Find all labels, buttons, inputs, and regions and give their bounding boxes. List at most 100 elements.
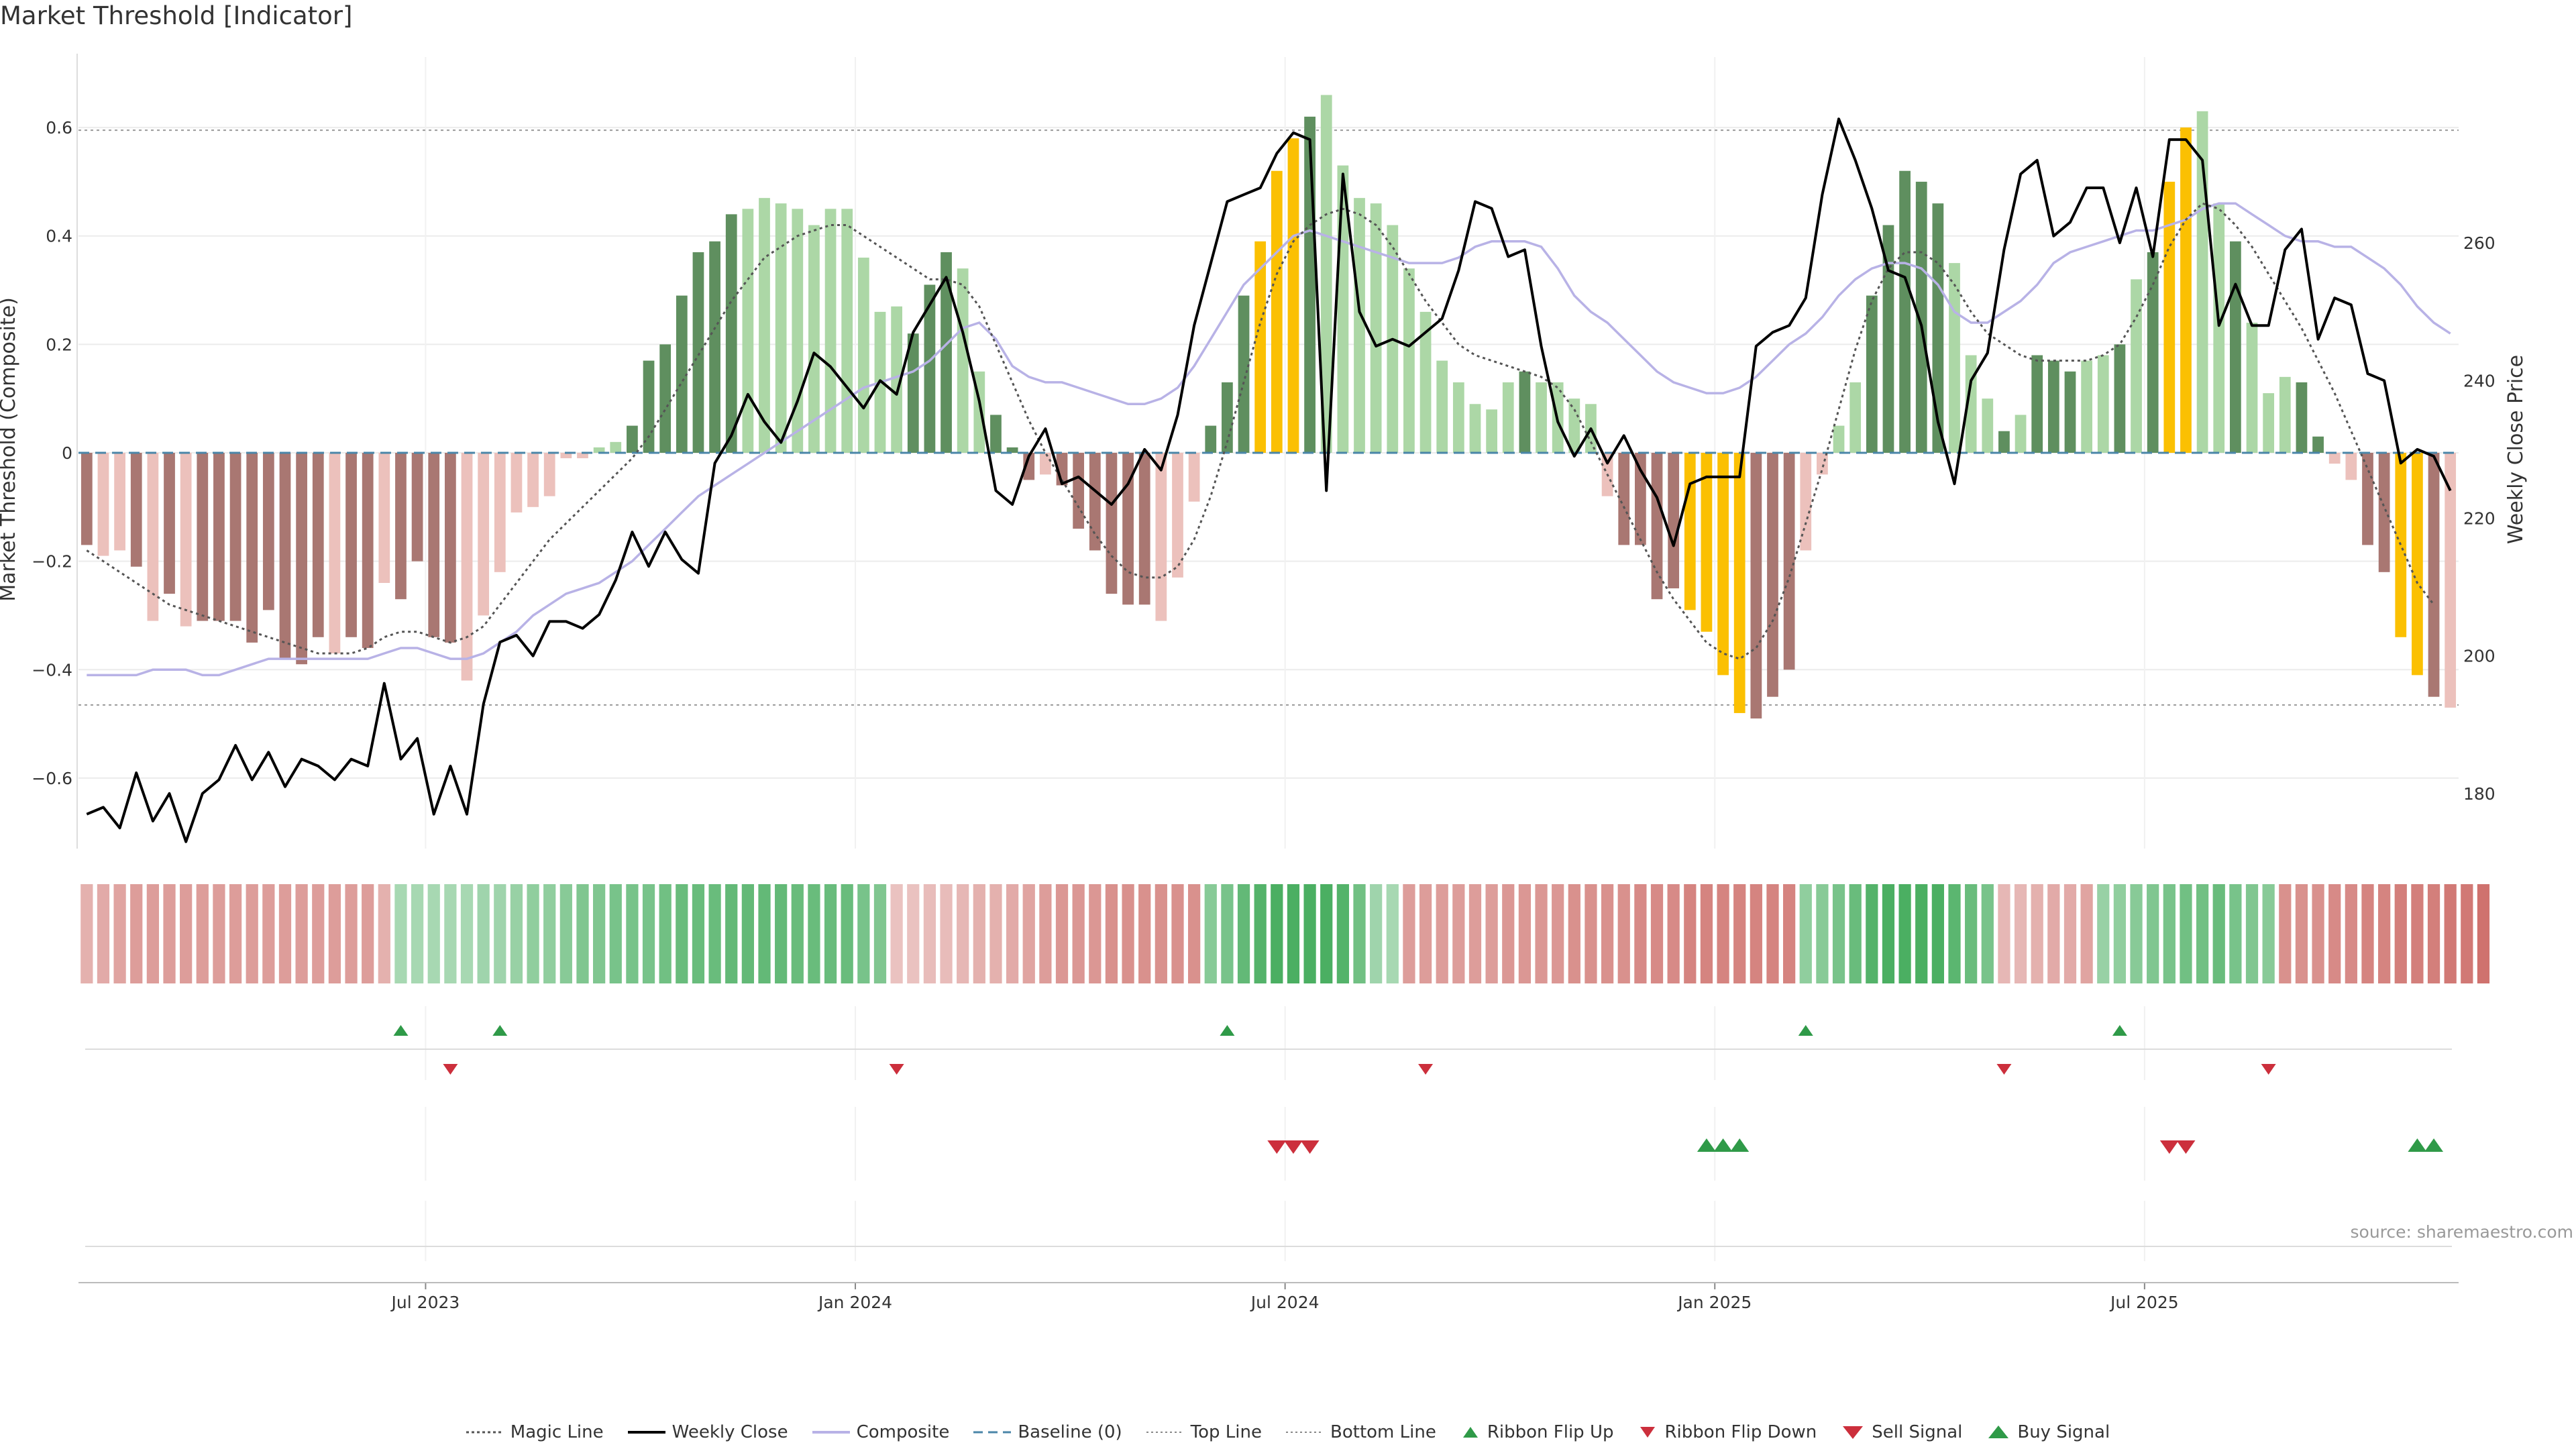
composite-bar <box>1750 453 1762 719</box>
ribbon-cell <box>2147 884 2159 983</box>
composite-bar <box>692 252 704 453</box>
composite-bar <box>2246 323 2258 453</box>
legend: Magic Line Weekly Close Composite Baseli… <box>0 1422 2576 1442</box>
legend-item-top-line[interactable]: Top Line <box>1146 1422 1262 1442</box>
ribbon-cell <box>2180 884 2192 983</box>
ribbon-cell <box>593 884 606 983</box>
ribbon-cell <box>444 884 457 983</box>
y2-tick-label: 200 <box>2463 647 2496 666</box>
ribbon-cell <box>1155 884 1167 983</box>
composite-bar <box>1998 431 2010 453</box>
ribbon-cell <box>80 884 93 983</box>
ribbon-cell <box>2461 884 2473 983</box>
ribbon-cell <box>857 884 870 983</box>
legend-item-magic-line[interactable]: Magic Line <box>466 1422 604 1442</box>
ribbon-cell <box>1055 884 1069 983</box>
ribbon-cell <box>1271 884 1283 983</box>
ribbon-cell <box>775 884 788 983</box>
dashed-line-icon <box>973 1431 1012 1434</box>
ribbon-cell <box>824 884 837 983</box>
composite-bar <box>742 209 754 453</box>
legend-item-weekly-close[interactable]: Weekly Close <box>627 1422 788 1442</box>
composite-bar <box>2345 453 2357 480</box>
ribbon-cell <box>1022 884 1035 983</box>
composite-bar <box>2428 453 2440 697</box>
composite-bar <box>824 209 837 453</box>
ribbon-flip-down-marker <box>889 1064 904 1075</box>
composite-bar <box>957 268 969 453</box>
composite-bar <box>593 447 605 453</box>
composite-bar <box>2015 415 2027 453</box>
y2-tick-label: 220 <box>2463 508 2496 528</box>
composite-bar <box>1205 425 1217 453</box>
composite-bar <box>1651 453 1663 600</box>
composite-bar <box>792 209 804 453</box>
ribbon-cell <box>1998 884 2010 983</box>
ribbon-flip-down-marker <box>1418 1064 1434 1075</box>
composite-bar <box>1899 170 1911 453</box>
composite-bar <box>725 214 737 453</box>
ribbon-cell <box>2212 884 2225 983</box>
ribbon-cell <box>692 884 705 983</box>
composite-bar <box>775 203 787 453</box>
legend-item-bottom-line[interactable]: Bottom Line <box>1286 1422 1436 1442</box>
buy-signal-marker <box>2424 1138 2444 1152</box>
ribbon-cell <box>1320 884 1333 983</box>
composite-bar <box>1536 382 1547 453</box>
ribbon-cell <box>1733 884 1746 983</box>
ribbon-cell <box>460 884 474 983</box>
legend-item-composite[interactable]: Composite <box>812 1422 949 1442</box>
composite-bar <box>2279 376 2291 453</box>
sell-signal-marker <box>1267 1140 1287 1154</box>
ribbon-cell <box>113 884 126 983</box>
legend-item-baseline[interactable]: Baseline (0) <box>973 1422 1122 1442</box>
ribbon-flip-down-marker <box>443 1064 458 1075</box>
ribbon-cell <box>1799 884 1812 983</box>
composite-bar <box>2328 453 2341 464</box>
ribbon-cell <box>2295 884 2308 983</box>
sell-signal-marker <box>1300 1140 1320 1154</box>
ribbon-cell <box>411 884 424 983</box>
legend-item-sell-signal[interactable]: Sell Signal <box>1841 1422 1962 1442</box>
composite-bar <box>1915 181 1927 453</box>
ribbon-cell <box>2361 884 2374 983</box>
buy-signal-marker <box>1713 1138 1733 1152</box>
composite-bar <box>1800 453 1812 551</box>
ribbon-cell <box>1700 884 1713 983</box>
ribbon-flip-up-marker <box>492 1025 508 1036</box>
composite-bar <box>478 453 490 616</box>
y2-axis-label: Weekly Close Price <box>2504 355 2528 544</box>
ribbon-cell <box>2312 884 2324 983</box>
ribbon-cell <box>1717 884 1729 983</box>
ribbon-cell <box>328 884 341 983</box>
composite-bar <box>659 344 672 453</box>
ribbon-cell <box>2130 884 2143 983</box>
solid-line-icon <box>627 1431 665 1434</box>
ribbon-cell <box>196 884 209 983</box>
ribbon-cell <box>1436 884 1448 983</box>
legend-item-ribbon-flip-down[interactable]: Ribbon Flip Down <box>1638 1422 1817 1442</box>
dotted-line-icon <box>466 1431 504 1434</box>
legend-label: Baseline (0) <box>1018 1422 1122 1442</box>
legend-item-buy-signal[interactable]: Buy Signal <box>1986 1422 2110 1442</box>
composite-bar <box>1849 382 1862 453</box>
ribbon-cell <box>2378 884 2391 983</box>
composite-bar <box>1949 263 1960 453</box>
composite-bar <box>2081 360 2093 453</box>
composite-bar <box>1122 453 1134 605</box>
composite-bar <box>1767 453 1778 697</box>
composite-bar <box>2097 355 2109 453</box>
ribbon-cell <box>2394 884 2407 983</box>
composite-bar <box>676 295 688 453</box>
composite-bar <box>1419 311 1432 453</box>
ribbon-cell <box>559 884 572 983</box>
ribbon-cell <box>659 884 672 983</box>
ribbon-cell <box>1816 884 1829 983</box>
ribbon-cell <box>1898 884 1911 983</box>
ribbon-cell <box>1552 884 1564 983</box>
composite-bar <box>1668 453 1680 589</box>
composite-bar <box>1254 241 1267 453</box>
ribbon-cell <box>2031 884 2043 983</box>
legend-item-ribbon-flip-up[interactable]: Ribbon Flip Up <box>1460 1422 1613 1442</box>
y-tick-label: 0.6 <box>46 118 72 138</box>
